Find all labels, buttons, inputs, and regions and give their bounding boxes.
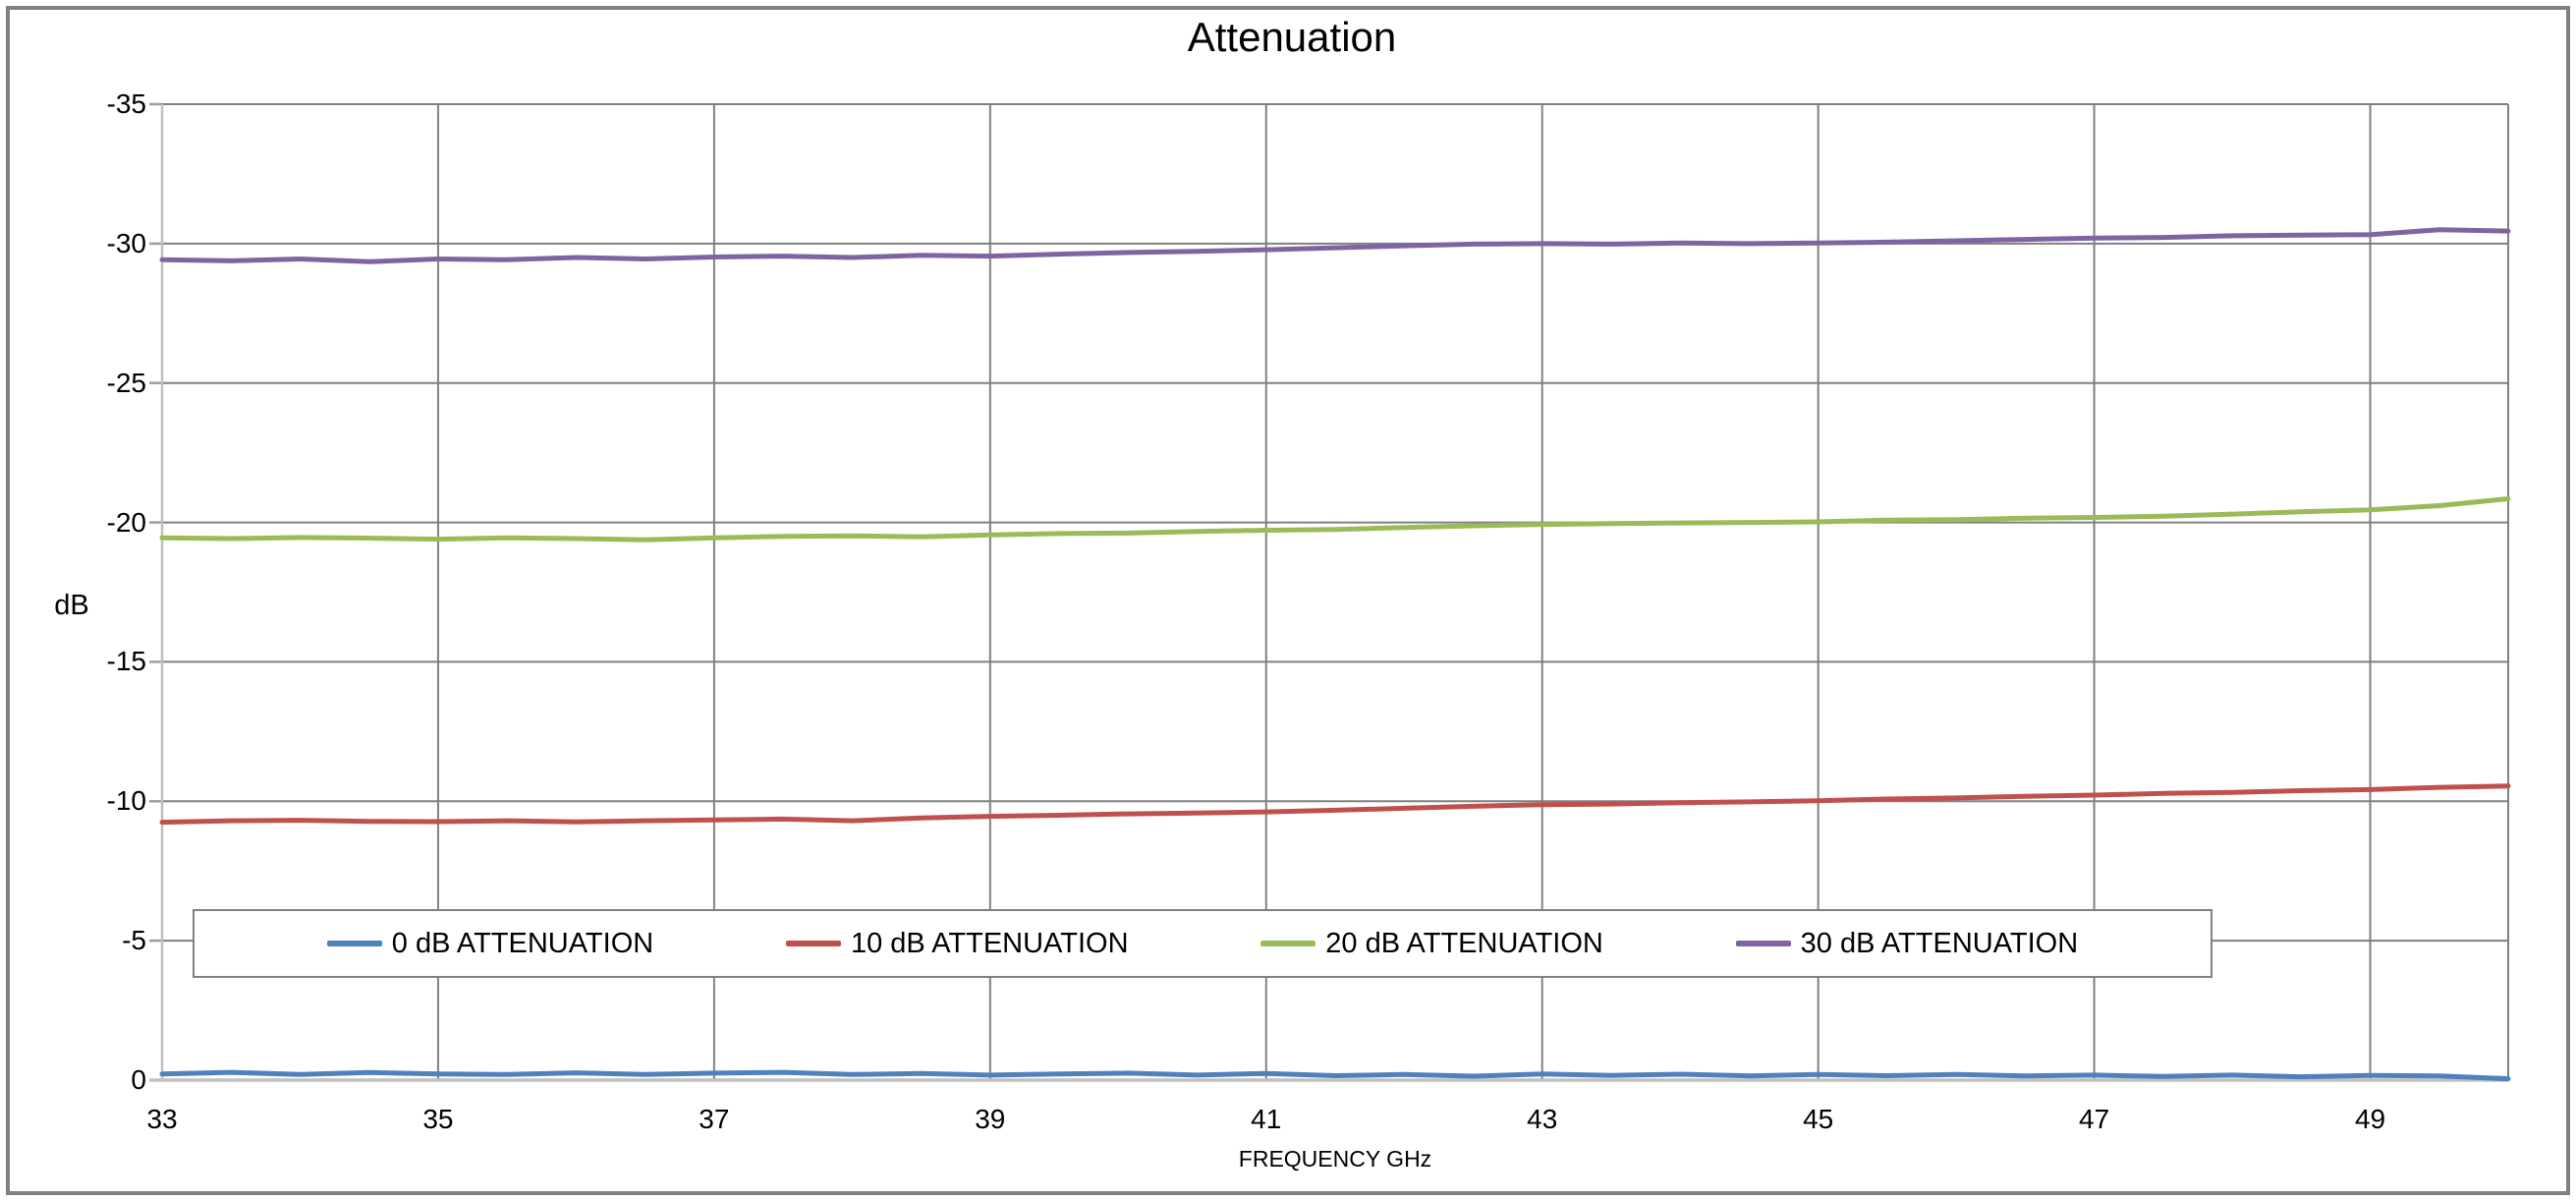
- x-tick-label: 39: [975, 1104, 1006, 1134]
- series-line-0: [159, 1069, 2511, 1082]
- legend-entry-0db: 0 dB ATTENUATION: [326, 927, 654, 960]
- x-tick-label: 41: [1251, 1104, 1282, 1134]
- x-tick-label: 49: [2354, 1104, 2386, 1134]
- y-tick-label: -25: [106, 367, 146, 398]
- legend-swatch-20db: [1260, 941, 1316, 946]
- chart-border: [6, 6, 2570, 1195]
- x-tick-label: 35: [422, 1104, 454, 1134]
- y-tick-label: -10: [106, 785, 146, 817]
- x-axis-title: FREQUENCY GHz: [1238, 1146, 1432, 1172]
- y-tick-label: -20: [106, 506, 146, 538]
- legend-label-30db: 30 dB ATTENUATION: [1800, 927, 2079, 959]
- legend: 0 dB ATTENUATION 10 dB ATTENUATION 20 dB…: [193, 909, 2212, 978]
- x-tick-label: 43: [1527, 1104, 1558, 1134]
- legend-swatch-30db: [1735, 941, 1791, 946]
- y-tick-label: -35: [106, 88, 146, 119]
- legend-label-10db: 10 dB ATTENUATION: [850, 927, 1129, 959]
- series-line-1: [159, 783, 2511, 826]
- series-line-2: [159, 496, 2511, 543]
- legend-entry-20db: 20 dB ATTENUATION: [1260, 928, 1603, 960]
- legend-swatch-0db: [326, 941, 382, 946]
- y-tick-label: -15: [106, 646, 146, 677]
- y-tick-label: 0: [131, 1064, 146, 1095]
- legend-label-0db: 0 dB ATTENUATION: [391, 927, 654, 959]
- x-tick-label: 45: [1803, 1104, 1834, 1134]
- y-tick-label: -5: [122, 925, 146, 956]
- legend-entry-10db: 10 dB ATTENUATION: [785, 927, 1129, 960]
- x-tick-label: 33: [146, 1104, 178, 1134]
- chart-title: Attenuation: [1187, 14, 1397, 60]
- legend-label-20db: 20 dB ATTENUATION: [1325, 927, 1603, 959]
- y-axis-title: dB: [54, 590, 89, 621]
- legend-swatch-10db: [785, 941, 841, 946]
- y-tick-label: -30: [106, 227, 146, 258]
- series-line-3: [159, 227, 2511, 264]
- legend-entry-30db: 30 dB ATTENUATION: [1735, 927, 2079, 960]
- x-tick-label: 47: [2079, 1104, 2110, 1134]
- x-tick-label: 37: [699, 1104, 730, 1134]
